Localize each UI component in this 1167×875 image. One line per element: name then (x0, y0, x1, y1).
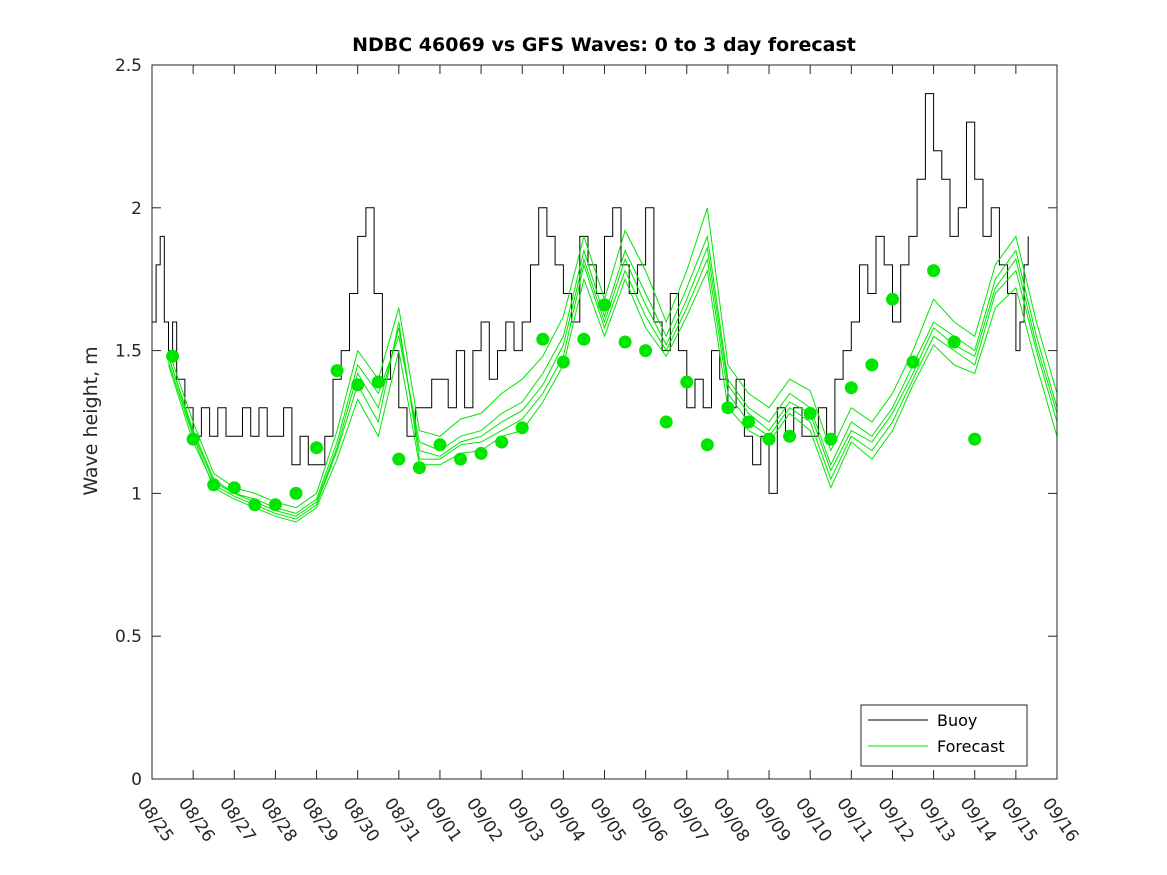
forecast-marker (742, 415, 755, 429)
forecast-marker (166, 349, 180, 363)
series-group (152, 93, 1057, 523)
forecast-marker (968, 432, 982, 446)
forecast-marker (207, 478, 221, 492)
forecast-marker (556, 355, 570, 369)
forecast-marker (598, 298, 611, 312)
forecast-line-2 (168, 257, 1057, 520)
legend-label-buoy: Buoy (937, 711, 977, 730)
forecast-marker (433, 438, 447, 452)
y-axis-label: Wave height, m (80, 346, 102, 495)
chart-title: NDBC 46069 vs GFS Waves: 0 to 3 day fore… (352, 34, 856, 56)
forecast-line-1 (168, 234, 1057, 514)
forecast-marker (886, 292, 899, 306)
legend: Buoy Forecast (860, 704, 1028, 767)
forecast-marker (515, 421, 529, 435)
forecast-marker (700, 438, 714, 452)
forecast-marker (824, 432, 838, 446)
forecast-marker (947, 335, 961, 349)
y-tick-label: 0.5 (115, 627, 142, 647)
y-tick-label: 2.5 (115, 56, 142, 76)
y-tick-label: 1.5 (115, 342, 142, 362)
forecast-marker (577, 332, 591, 346)
forecast-marker (721, 401, 735, 415)
legend-label-forecast: Forecast (937, 737, 1005, 756)
forecast-marker (659, 415, 673, 429)
forecast-marker (186, 432, 200, 446)
forecast-marker (844, 381, 858, 395)
forecast-marker (248, 498, 262, 512)
forecast-marker (289, 486, 303, 500)
y-tick-label: 2 (131, 199, 142, 219)
forecast-marker (495, 435, 509, 449)
forecast-marker (927, 264, 941, 278)
forecast-marker (762, 432, 776, 446)
forecast-marker (227, 481, 241, 495)
plot-area (152, 93, 1057, 523)
forecast-marker (454, 452, 467, 466)
forecast-marker (680, 375, 694, 389)
forecast-marker (351, 378, 365, 392)
y-tick-label: 0 (131, 770, 142, 790)
forecast-marker (371, 375, 385, 389)
forecast-marker (618, 335, 632, 349)
buoy-line (152, 93, 1029, 494)
forecast-line-4 (168, 268, 1057, 523)
forecast-marker (639, 344, 653, 358)
forecast-marker (330, 364, 344, 378)
forecast-marker (865, 358, 879, 372)
y-tick-label: 1 (131, 484, 142, 504)
legend-box (860, 704, 1028, 767)
forecast-line-5 (168, 245, 1057, 517)
forecast-marker (474, 446, 488, 460)
forecast-marker (310, 441, 323, 455)
forecast-marker (906, 355, 920, 369)
forecast-marker (783, 429, 797, 443)
forecast-marker (392, 452, 406, 466)
forecast-marker (536, 332, 550, 346)
forecast-marker (803, 406, 817, 420)
forecast-marker (412, 461, 426, 475)
forecast-marker (268, 498, 282, 512)
